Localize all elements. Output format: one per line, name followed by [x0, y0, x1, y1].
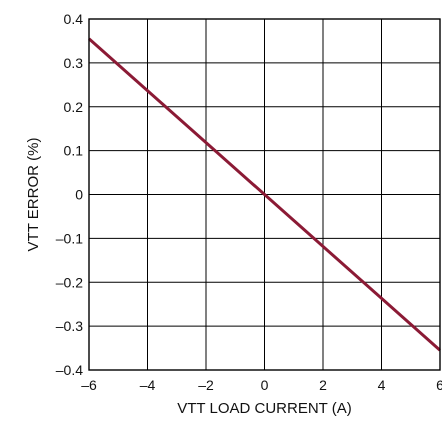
y-tick-label: 0.2 — [64, 99, 84, 115]
x-tick-label: 2 — [319, 377, 327, 393]
y-tick-label: –0.1 — [56, 230, 83, 246]
x-tick-label: –6 — [81, 377, 97, 393]
x-axis-label: VTT LOAD CURRENT (A) — [177, 400, 351, 417]
x-tick-label: –2 — [198, 377, 214, 393]
y-tick-label: 0.1 — [64, 143, 84, 159]
plot-frame — [88, 18, 441, 371]
y-tick-label: 0.4 — [64, 11, 84, 27]
y-axis-label: VTT ERROR (%) — [25, 138, 42, 252]
y-tick-label: –0.4 — [56, 362, 83, 378]
plot-area — [88, 37, 441, 352]
y-tick-label: 0.3 — [64, 55, 84, 71]
y-tick-label: –0.2 — [56, 274, 83, 290]
x-tick-label: 6 — [436, 377, 442, 393]
x-tick-labels: –6 –4 –2 0 2 4 6 — [81, 377, 442, 393]
x-tick-label: –4 — [140, 377, 156, 393]
x-tick-label: 4 — [378, 377, 386, 393]
y-tick-label: 0 — [75, 187, 83, 203]
series-line — [88, 37, 441, 352]
grid — [88, 18, 441, 371]
x-tick-label: 0 — [261, 377, 269, 393]
y-tick-labels: 0.4 0.3 0.2 0.1 0 –0.1 –0.2 –0.3 –0.4 — [56, 11, 83, 378]
y-tick-label: –0.3 — [56, 318, 83, 334]
